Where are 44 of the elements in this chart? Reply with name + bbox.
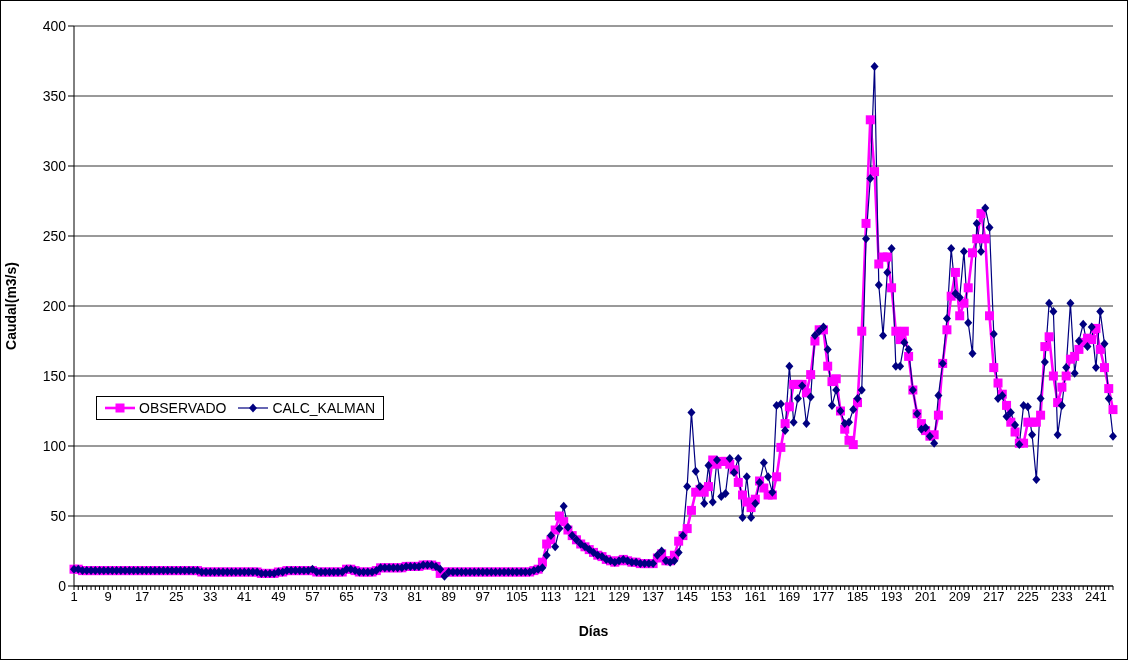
y-tick-label: 400 xyxy=(42,17,67,34)
x-tick-label: 201 xyxy=(914,589,937,605)
y-tick-label: 100 xyxy=(42,437,67,454)
y-tick-label: 200 xyxy=(42,297,67,314)
legend-label: CALC_KALMAN xyxy=(272,400,376,416)
x-tick-label: 169 xyxy=(778,589,801,605)
x-tick-label: 121 xyxy=(574,589,596,605)
x-tick-label: 1 xyxy=(70,589,78,605)
x-tick-label: 185 xyxy=(846,589,869,605)
x-tick-label: 49 xyxy=(271,589,286,605)
x-tick-label: 129 xyxy=(608,589,630,605)
y-tick-label: 350 xyxy=(42,87,67,104)
x-tick-label: 57 xyxy=(305,589,320,605)
y-axis-title: Caudal(m3/s) xyxy=(2,262,19,350)
x-tick-label: 89 xyxy=(441,589,456,605)
x-tick-label: 33 xyxy=(203,589,218,605)
x-tick-label: 17 xyxy=(134,589,150,605)
x-axis-title: Días xyxy=(578,623,609,639)
x-tick-label: 25 xyxy=(168,589,184,605)
x-tick-label: 81 xyxy=(407,589,422,605)
x-tick-label: 137 xyxy=(642,589,664,605)
x-tick-label: 209 xyxy=(948,589,971,605)
x-tick-label: 217 xyxy=(982,589,1005,605)
x-tick-label: 225 xyxy=(1016,589,1039,605)
x-tick-label: 65 xyxy=(339,589,354,605)
x-tick-label: 145 xyxy=(676,589,699,605)
x-tick-label: 9 xyxy=(104,589,112,605)
x-tick-label: 241 xyxy=(1085,589,1107,605)
y-tick-label: 150 xyxy=(42,367,67,384)
x-tick-label: 97 xyxy=(475,589,491,605)
y-tick-label: 50 xyxy=(50,507,67,524)
x-tick-label: 113 xyxy=(540,589,562,605)
legend-label: OBSERVADO xyxy=(139,400,227,416)
y-tick-label: 300 xyxy=(42,157,67,174)
x-tick-label: 161 xyxy=(744,589,767,605)
y-tick-label: 250 xyxy=(42,227,67,244)
y-tick-label: 0 xyxy=(58,577,67,594)
x-tick-label: 177 xyxy=(812,589,835,605)
x-tick-label: 193 xyxy=(880,589,903,605)
x-tick-label: 73 xyxy=(373,589,388,605)
x-tick-label: 41 xyxy=(237,589,252,605)
x-tick-label: 233 xyxy=(1051,589,1073,605)
x-tick-label: 105 xyxy=(506,589,528,605)
x-tick-label: 153 xyxy=(710,589,733,605)
